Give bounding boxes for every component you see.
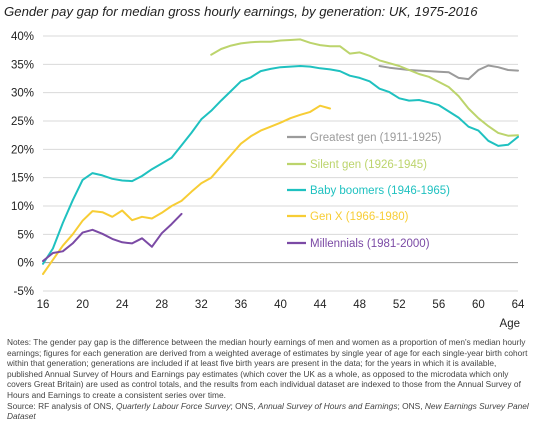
y-tick-label: 5%	[17, 229, 34, 241]
y-tick-labels: -5% 0% 5% 10% 15% 20% 25% 30% 35% 40%	[11, 31, 34, 298]
x-tick-label: 44	[314, 299, 327, 311]
x-tick-label: 56	[432, 299, 445, 311]
y-tick-label: 0%	[17, 258, 34, 270]
notes-text: Notes: The gender pay gap is the differe…	[7, 337, 528, 400]
series-lines	[42, 38, 519, 275]
x-tick-label: 32	[195, 299, 208, 311]
y-tick-label: 35%	[11, 59, 34, 71]
legend-label: Gen X (1966-1980)	[310, 211, 409, 223]
x-tick-label: 48	[353, 299, 366, 311]
source-ashe: Annual Survey of Hours and Earnings	[257, 400, 398, 411]
series-line	[42, 104, 331, 275]
legend-label: Silent gen (1926-1945)	[310, 159, 427, 171]
source-prefix: Source: RF analysis of ONS,	[7, 400, 116, 411]
source-nes: New Earnings Survey Panel Dataset	[7, 400, 529, 422]
y-tick-label: 40%	[11, 31, 34, 43]
x-tick-labels: 16 20 24 28 32 36 40 44 48 52 56 60 64	[37, 299, 525, 311]
source-sep-2: ; ONS,	[397, 400, 425, 411]
y-tick-label: -5%	[14, 286, 34, 298]
series-line	[378, 64, 519, 81]
source-line: Source: RF analysis of ONS, Quarterly La…	[7, 401, 529, 422]
x-tick-label: 60	[472, 299, 485, 311]
y-tick-label: 25%	[11, 116, 34, 128]
x-tick-label: 28	[155, 299, 168, 311]
y-tick-label: 20%	[11, 144, 34, 156]
series-line	[42, 65, 519, 265]
series-line	[210, 38, 519, 137]
x-tick-label: 24	[116, 299, 129, 311]
x-tick-label: 40	[274, 299, 287, 311]
x-tick-label: 16	[37, 299, 50, 311]
x-axis-title: Age	[500, 318, 520, 330]
x-tick-label: 36	[235, 299, 248, 311]
legend-label: Greatest gen (1911-1925)	[310, 132, 442, 144]
chart-title: Gender pay gap for median gross hourly e…	[4, 4, 478, 19]
x-tick-label: 52	[393, 299, 406, 311]
y-tick-label: 10%	[11, 201, 34, 213]
legend: Greatest gen (1911-1925) Silent gen (1926…	[287, 132, 450, 250]
source-lfs: Quarterly Labour Force Survey	[115, 400, 231, 411]
legend-label: Millennials (1981-2000)	[310, 238, 430, 250]
line-chart: -5% 0% 5% 10% 15% 20% 25% 30% 35% 40% 16 20 24 28 32 3…	[11, 31, 525, 330]
grid-layer	[43, 35, 518, 292]
series-line	[42, 212, 183, 262]
x-tick-label: 20	[76, 299, 89, 311]
source-sep-1: ; ONS,	[230, 400, 258, 411]
legend-label: Baby boomers (1946-1965)	[310, 185, 450, 197]
chart-notes: Notes: The gender pay gap is the differe…	[7, 337, 529, 422]
y-tick-label: 15%	[11, 173, 34, 185]
y-tick-label: 30%	[11, 88, 34, 100]
x-tick-label: 64	[512, 299, 525, 311]
